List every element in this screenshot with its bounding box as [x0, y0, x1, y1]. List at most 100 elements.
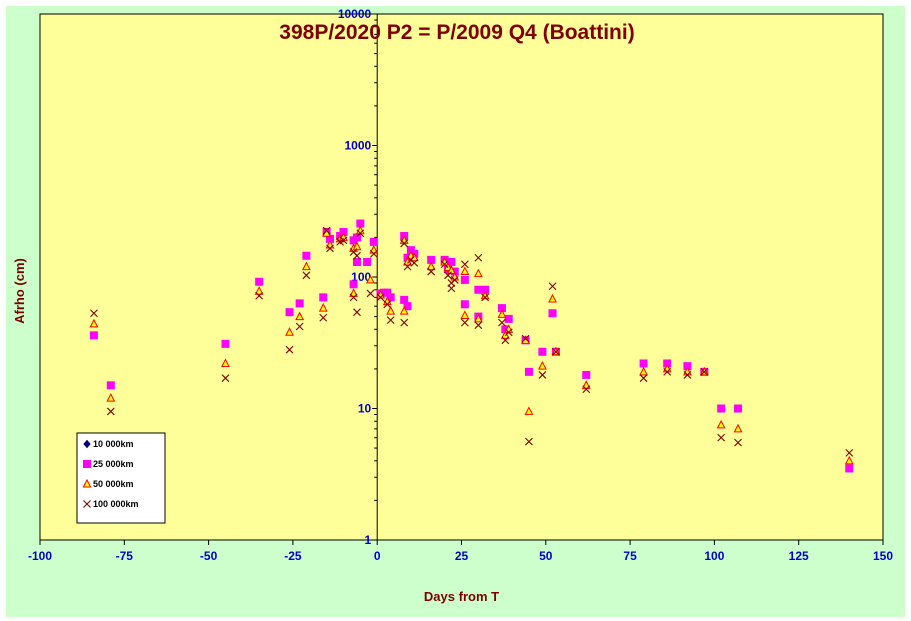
point-100000km [450, 276, 459, 284]
point-50000km [500, 330, 510, 339]
point-100000km [319, 313, 328, 322]
x-tick-label: 150 [873, 549, 893, 563]
point-100000km [339, 236, 348, 245]
point-100000km [548, 282, 557, 291]
point-25000km [524, 367, 533, 376]
legend-marker [82, 478, 92, 488]
point-100000km [400, 239, 409, 248]
legend-marker [83, 439, 91, 449]
y-tick-label: 1000 [344, 139, 371, 153]
point-100000km [639, 374, 648, 383]
point-100000km [521, 334, 530, 343]
point-100000km [504, 328, 513, 337]
point-25000km [255, 277, 264, 286]
legend-label: 25 000km [93, 459, 134, 469]
point-50000km [349, 288, 359, 297]
point-100000km [295, 322, 304, 331]
point-100000km [353, 308, 361, 317]
y-tick-label: 10000 [338, 7, 372, 21]
point-25000km [504, 314, 513, 323]
point-50000km [733, 423, 743, 433]
point-50000km [716, 419, 726, 429]
point-50000km [106, 392, 116, 402]
x-tick-label: -100 [28, 549, 52, 563]
point-50000km [426, 261, 436, 271]
point-100000km [447, 284, 456, 293]
x-tick-label: 100 [704, 549, 724, 563]
point-100000km [353, 251, 361, 260]
x-axis-label: Days from T [424, 589, 499, 604]
point-100000km [376, 293, 385, 302]
point-25000km [548, 309, 557, 318]
point-100000km [349, 293, 358, 302]
legend-marker [83, 460, 91, 468]
point-25000km [845, 464, 854, 473]
point-100000km [90, 309, 98, 318]
point-100000km [383, 300, 392, 309]
point-100000km [460, 260, 469, 269]
point-100000km [734, 438, 742, 447]
point-50000km [399, 306, 409, 315]
point-25000km [474, 285, 483, 294]
point-25000km [538, 347, 547, 356]
point-100000km [700, 367, 709, 376]
point-100000km [474, 321, 483, 330]
point-25000km [639, 359, 648, 368]
point-50000km [548, 293, 557, 303]
x-tick-label: -25 [284, 549, 302, 563]
point-50000km [318, 303, 328, 312]
legend-label: 10 000km [93, 439, 134, 449]
point-50000km [497, 309, 507, 318]
legend-box [76, 432, 166, 524]
point-25000km [221, 339, 230, 348]
point-25000km [363, 258, 372, 267]
x-tick-label: -50 [200, 549, 218, 563]
point-50000km [460, 266, 470, 276]
point-50000km [446, 265, 456, 275]
legend-label: 100 000km [93, 499, 139, 509]
point-50000km [386, 306, 396, 315]
x-tick-label: 125 [789, 549, 809, 563]
point-50000km [221, 358, 230, 367]
point-100000km [366, 289, 375, 298]
point-100000km [444, 271, 452, 280]
x-tick-label: 75 [623, 549, 637, 563]
chart-svg: -100 -75 -50 -25 0 25 50 75 100 125 150 1 10 100 1000… [12, 7, 893, 604]
point-100000km [386, 316, 395, 325]
point-25000km [295, 299, 304, 308]
point-100000km [326, 244, 334, 253]
point-50000km [366, 274, 375, 284]
point-25000km [319, 293, 328, 302]
point-50000km [89, 318, 99, 328]
chart-title: 398P/2020 P2 = P/2009 Q4 (Boattini) [279, 21, 634, 44]
point-100000km [302, 271, 311, 280]
point-25000km [403, 302, 412, 311]
x-tick-label: 0 [374, 549, 381, 563]
point-100000km [538, 371, 547, 379]
point-25000km [460, 300, 469, 309]
point-100000km [460, 318, 469, 327]
legend: 10 000km 25 000km 50 000km 100 000km [76, 432, 166, 524]
point-25000km [734, 404, 743, 413]
point-50000km [844, 455, 854, 465]
point-25000km [302, 251, 311, 260]
point-100000km [474, 253, 483, 262]
x-tick-label: 25 [455, 549, 469, 563]
point-100000km [501, 336, 510, 345]
point-100000km [369, 249, 378, 258]
point-50000km [473, 313, 483, 323]
point-100000km [106, 407, 115, 416]
point-50000km [285, 327, 294, 336]
y-tick-label: 10 [358, 402, 372, 416]
y-axis-label: Afrho (cm) [12, 258, 27, 324]
point-100000km [582, 385, 591, 394]
legend-label: 50 000km [93, 479, 134, 489]
legend-marker [83, 500, 91, 508]
data-markers [89, 219, 854, 473]
point-100000km [717, 433, 726, 442]
x-axis: -100 -75 -50 -25 0 25 50 75 100 125 150 [28, 540, 893, 563]
point-100000km [845, 448, 854, 457]
y-tick-label: 1 [365, 533, 372, 547]
point-100000km [683, 371, 692, 379]
point-100000km [403, 262, 412, 271]
